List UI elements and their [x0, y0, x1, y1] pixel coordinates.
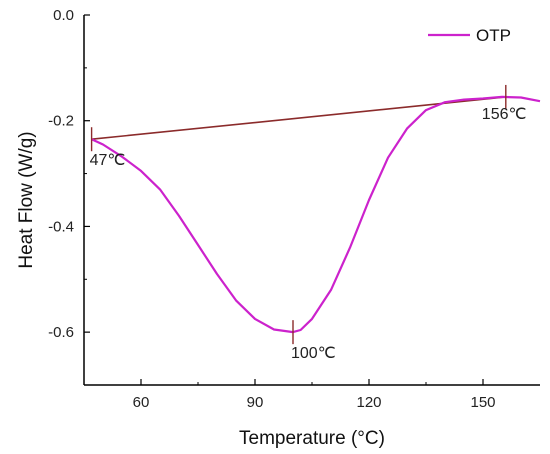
annotations: 47℃ 100℃ 156℃: [90, 84, 527, 362]
legend-label-otp: OTP: [476, 26, 511, 45]
plot-area: [91, 95, 541, 334]
legend: OTP: [428, 26, 511, 45]
x-tick-label: 60: [133, 394, 150, 411]
x-axis-label: Temperature (°C): [239, 428, 385, 449]
annotation-label: 47℃: [90, 152, 126, 169]
annotation-label: 100℃: [291, 345, 336, 362]
baseline-line: [91, 96, 506, 141]
x-tick-label: 90: [247, 394, 264, 411]
y-tick-label: -0.6: [48, 324, 74, 341]
x-tick-label: 150: [470, 394, 495, 411]
series-line-otp: [91, 95, 541, 334]
annotation-label: 156℃: [482, 106, 527, 123]
axes-frame: [83, 15, 540, 386]
y-axis-label: Heat Flow (W/g): [16, 131, 37, 268]
y-tick-label: -0.4: [48, 218, 74, 235]
x-tick-label: 120: [356, 394, 381, 411]
y-tick-label: -0.2: [48, 113, 74, 130]
ticks: 60 90 120 150 0.0 -0.2 -0.4 -0.6: [48, 7, 495, 411]
y-tick-label: 0.0: [53, 7, 74, 24]
